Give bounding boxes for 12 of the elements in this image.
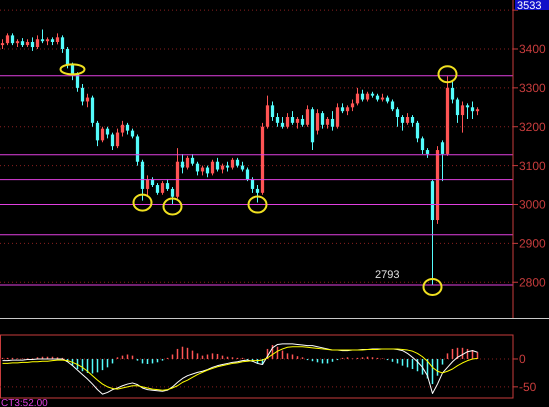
text: 3533	[517, 0, 542, 12]
y-tick-label: -50	[519, 380, 537, 394]
y-tick-label: 0	[519, 352, 526, 366]
annotation: CT3:52.00	[1, 398, 48, 407]
y-tick-label: 3100	[519, 158, 546, 173]
annotation: 2793	[375, 268, 400, 281]
y-tick-label: 3300	[519, 81, 546, 96]
y-tick-label: 3200	[519, 120, 546, 134]
y-tick-label: 2800	[519, 275, 546, 290]
y-tick-label: 3400	[519, 42, 546, 56]
y-tick-label: 3000	[519, 198, 546, 212]
y-tick-label: 2900	[519, 236, 546, 251]
